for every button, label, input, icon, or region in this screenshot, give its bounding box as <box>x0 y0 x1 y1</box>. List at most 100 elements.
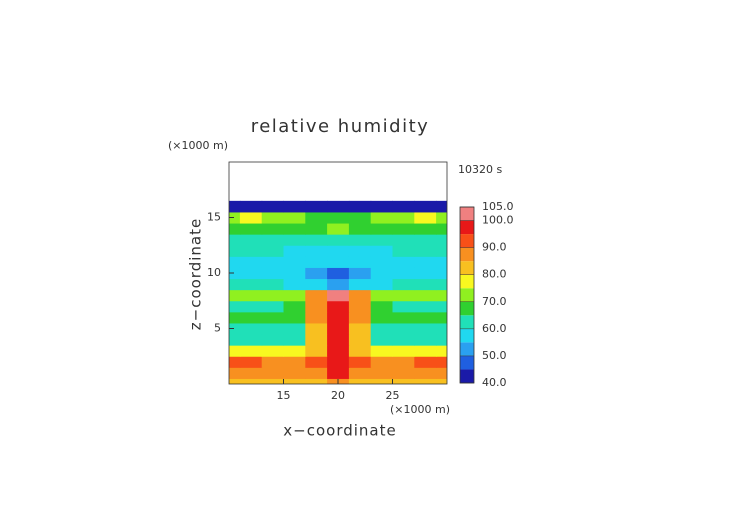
contour-cell <box>392 378 415 384</box>
field <box>229 200 447 384</box>
colorbar-band <box>460 315 474 329</box>
contour-cell <box>414 200 437 213</box>
contour-cell <box>239 311 263 324</box>
colorbar-band <box>460 247 474 262</box>
contour-cell <box>239 289 263 302</box>
contour-cell <box>239 256 263 268</box>
colorbar-band <box>460 274 474 289</box>
colorbar-band <box>460 369 474 383</box>
colorbar-tick-label: 40.0 <box>482 376 507 389</box>
colorbar-band <box>460 342 474 356</box>
contour-cell <box>261 378 284 384</box>
contour-cell <box>436 345 447 357</box>
contour-cell <box>392 356 415 368</box>
contour-cell <box>436 300 447 313</box>
contour-cell <box>283 200 306 213</box>
contour-cell <box>348 234 372 246</box>
contour-cell <box>392 345 415 357</box>
contour-cell <box>436 289 447 302</box>
contour-cell <box>414 311 437 324</box>
contour-cell <box>370 278 393 291</box>
contour-cell <box>229 223 241 235</box>
contour-cell <box>392 322 415 335</box>
contour-cell <box>370 334 393 346</box>
colorbar-band <box>460 355 474 370</box>
contour-cell <box>239 223 263 235</box>
contour-cell <box>370 234 393 246</box>
contour-cell <box>392 267 415 280</box>
contour-cell <box>370 300 393 313</box>
contour-cell <box>229 211 241 224</box>
contour-cell <box>436 234 447 246</box>
contour-cell <box>305 345 328 357</box>
colorbar-tick-label: 80.0 <box>482 268 507 281</box>
x-unit: (×1000 m) <box>390 403 450 416</box>
contour-cell <box>283 223 306 235</box>
y-tick-label: 10 <box>207 266 221 279</box>
contour-cell <box>239 300 263 313</box>
colorbar-tick-label: 105.0 <box>482 200 514 213</box>
contour-cell <box>348 322 372 335</box>
x-tick-label: 20 <box>331 389 345 402</box>
contour-cell <box>327 300 350 313</box>
contour-cell <box>305 311 328 324</box>
contour-cell <box>327 223 350 235</box>
contour-cell <box>239 211 263 224</box>
contour-cell <box>370 200 393 213</box>
contour-cell <box>392 200 415 213</box>
contour-cell <box>327 367 350 379</box>
contour-cell <box>229 378 241 384</box>
contour-cell <box>348 245 372 257</box>
contour-cell <box>348 200 372 213</box>
contour-cell <box>239 345 263 357</box>
chart-title: relative humidity <box>251 116 430 137</box>
contour-cell <box>261 300 284 313</box>
contour-cell <box>239 367 263 379</box>
contour-cell <box>436 200 447 213</box>
contour-cell <box>283 311 306 324</box>
contour-cell <box>414 267 437 280</box>
contour-cell <box>436 367 447 379</box>
contour-cell <box>283 356 306 368</box>
colorbar-band <box>460 301 474 316</box>
contour-cell <box>229 300 241 313</box>
contour-cell <box>370 356 393 368</box>
contour-cell <box>327 234 350 246</box>
contour-cell <box>414 322 437 335</box>
contour-cell <box>414 234 437 246</box>
colorbar-tick-label: 70.0 <box>482 295 507 308</box>
colorbar-band <box>460 207 474 221</box>
contour-cell <box>436 334 447 346</box>
contour-cell <box>305 211 328 224</box>
contour-cell <box>261 334 284 346</box>
contour-cell <box>348 378 372 384</box>
contour-cell <box>283 245 306 257</box>
contour-cell <box>414 289 437 302</box>
contour-cell <box>239 267 263 280</box>
contour-cell <box>414 367 437 379</box>
contour-cell <box>283 256 306 268</box>
colorbar-band <box>460 288 474 302</box>
contour-cell <box>283 367 306 379</box>
contour-cell <box>327 256 350 268</box>
contour-cell <box>348 278 372 291</box>
contour-cell <box>239 356 263 368</box>
contour-cell <box>392 245 415 257</box>
contour-cell <box>392 223 415 235</box>
colorbar-tick-label: 90.0 <box>482 241 507 254</box>
contour-cell <box>305 200 328 213</box>
contour-cell <box>239 200 263 213</box>
colorbar-tick-label: 60.0 <box>482 322 507 335</box>
contour-cell <box>348 367 372 379</box>
contour-cell <box>261 278 284 291</box>
contour-cell <box>436 223 447 235</box>
contour-cell <box>283 289 306 302</box>
contour-cell <box>305 256 328 268</box>
contour-cell <box>305 245 328 257</box>
contour-cell <box>414 356 437 368</box>
contour-cell <box>239 334 263 346</box>
contour-cell <box>392 367 415 379</box>
contour-cell <box>348 211 372 224</box>
contour-cell <box>283 234 306 246</box>
contour-cell <box>229 367 241 379</box>
